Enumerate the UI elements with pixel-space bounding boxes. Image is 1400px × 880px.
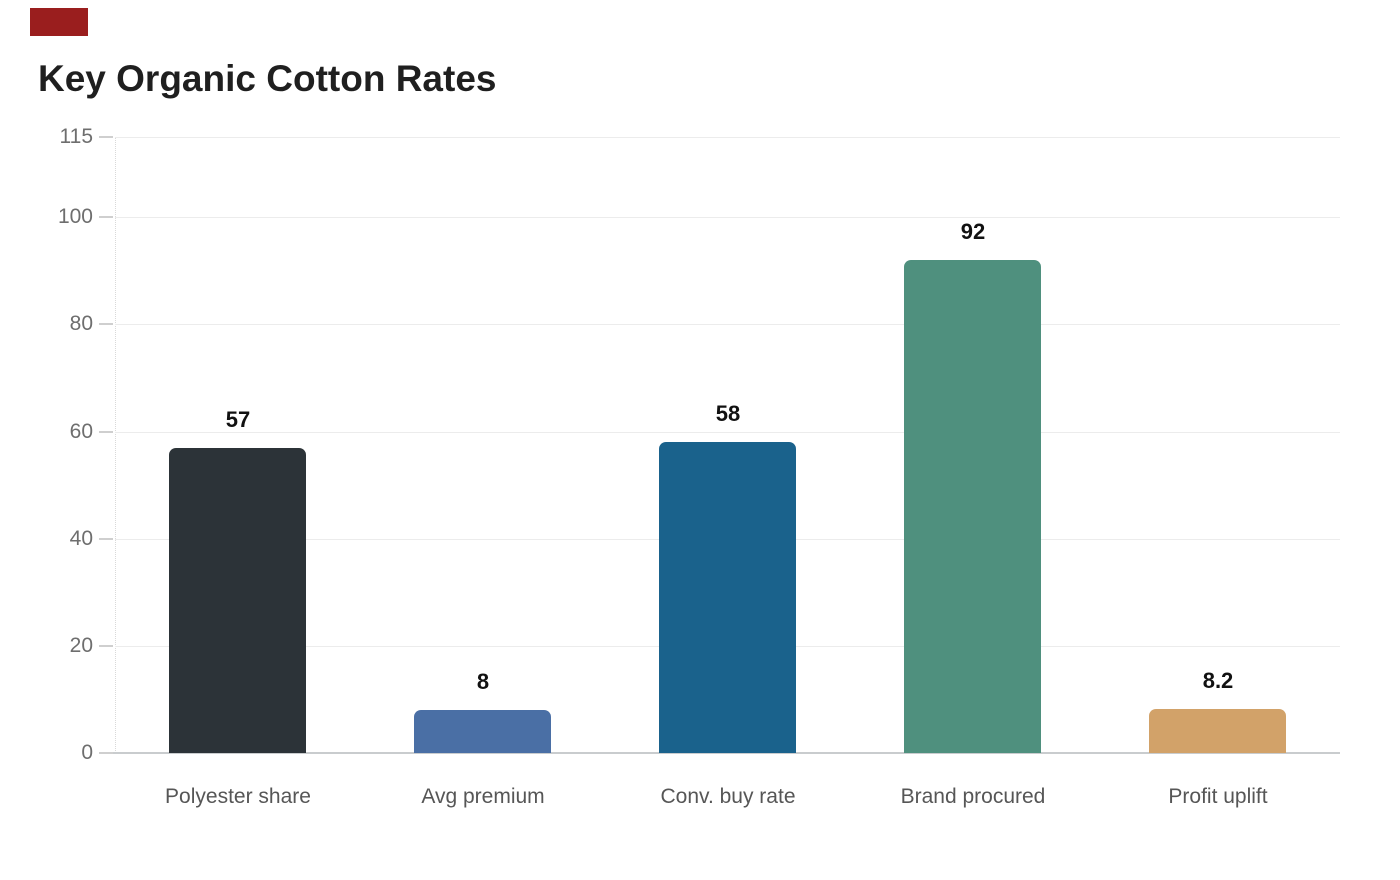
- y-tick-label: 100: [57, 205, 93, 228]
- y-tick-mark: [99, 431, 113, 433]
- bar-brand-procured: [904, 260, 1041, 753]
- gridline: [115, 217, 1340, 218]
- y-tick-label: 0: [81, 741, 93, 764]
- bar-value-label: 8.2: [1202, 668, 1234, 693]
- bar-polyester-share: [169, 448, 306, 753]
- y-axis-line: [115, 137, 116, 753]
- red-accent-rectangle: [30, 8, 88, 36]
- y-tick-label: 80: [69, 312, 93, 335]
- bar-value-label: 92: [960, 219, 986, 244]
- x-axis-category-label: Avg premium: [421, 785, 545, 808]
- gridline: [115, 324, 1340, 325]
- x-axis-category-label: Polyester share: [165, 785, 311, 808]
- chart-title: Key Organic Cotton Rates: [38, 58, 497, 99]
- bar-avg-premium: [414, 710, 551, 753]
- x-axis-category-label: Profit uplift: [1168, 785, 1268, 808]
- y-tick-mark: [99, 752, 113, 754]
- gridline: [115, 432, 1340, 433]
- y-tick-label: 60: [69, 420, 93, 443]
- bar-conv-buy-rate: [659, 442, 796, 753]
- bar-value-label: 58: [715, 401, 741, 426]
- x-axis-line: [113, 752, 1340, 754]
- y-tick-mark: [99, 538, 113, 540]
- y-tick-mark: [99, 136, 113, 138]
- y-tick-label: 115: [59, 125, 93, 148]
- y-tick-label: 40: [69, 527, 93, 550]
- y-tick-mark: [99, 216, 113, 218]
- y-tick-mark: [99, 645, 113, 647]
- bar-profit-uplift: [1149, 709, 1286, 753]
- gridline: [115, 137, 1340, 138]
- bar-value-label: 8: [476, 669, 490, 694]
- x-axis-category-label: Brand procured: [900, 785, 1046, 808]
- y-tick-mark: [99, 323, 113, 325]
- y-tick-label: 20: [69, 634, 93, 657]
- x-axis-category-label: Conv. buy rate: [660, 785, 796, 808]
- bar-value-label: 57: [225, 407, 251, 432]
